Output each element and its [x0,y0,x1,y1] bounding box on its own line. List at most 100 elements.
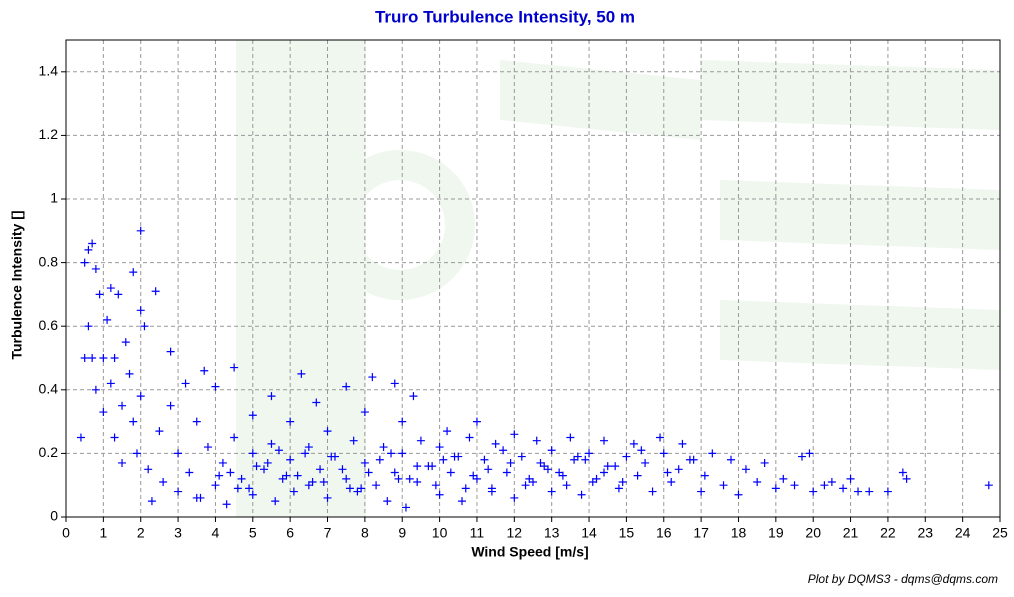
point [884,488,892,496]
point [522,481,530,489]
point [447,468,455,476]
point [182,379,190,387]
x-tick-label: 19 [768,525,784,541]
point [678,440,686,448]
point [77,434,85,442]
x-tick-label: 14 [581,525,597,541]
x-tick-label: 18 [731,525,747,541]
point [140,322,148,330]
point [391,379,399,387]
x-tick-label: 21 [843,525,859,541]
point [174,449,182,457]
point [129,418,137,426]
point [465,434,473,442]
x-tick-label: 1 [99,525,107,541]
point [480,456,488,464]
point [503,468,511,476]
point [376,456,384,464]
x-tick-label: 25 [992,525,1008,541]
x-tick-label: 6 [286,525,294,541]
x-tick-label: 16 [656,525,672,541]
x-tick-label: 0 [62,525,70,541]
point [84,322,92,330]
point [126,370,134,378]
point [137,306,145,314]
x-tick-label: 5 [249,525,257,541]
point [174,488,182,496]
point [637,446,645,454]
x-tick-label: 7 [324,525,332,541]
credit: Plot by DQMS3 - dqms@dqms.com [808,572,998,586]
point [107,284,115,292]
point [398,449,406,457]
point [791,481,799,489]
point [533,437,541,445]
point [510,430,518,438]
points [77,227,993,512]
point [675,465,683,473]
point [566,434,574,442]
x-tick-label: 13 [544,525,560,541]
point [600,437,608,445]
point [395,475,403,483]
point [409,392,417,400]
point [604,462,612,470]
y-tick-label: 0.4 [39,381,59,397]
point [84,246,92,254]
y-tick-label: 1 [50,190,58,206]
point [99,354,107,362]
point [734,491,742,499]
x-tick-label: 15 [619,525,635,541]
point [211,383,219,391]
point [219,459,227,467]
point [88,240,96,248]
point [103,316,111,324]
x-tick-label: 2 [137,525,145,541]
point [585,449,593,457]
y-tick-label: 0.2 [39,444,59,460]
y-axis-label: Turbulence Intensity [] [9,210,25,359]
x-tick-label: 24 [955,525,971,541]
point [720,481,728,489]
y-tick-label: 1.2 [39,126,59,142]
point [129,268,137,276]
point [443,427,451,435]
point [492,440,500,448]
y-tick-label: 0 [50,508,58,524]
point [111,434,119,442]
x-tick-label: 3 [174,525,182,541]
point [761,459,769,467]
point [417,437,425,445]
point [413,478,421,486]
point [413,462,421,470]
x-tick-label: 20 [805,525,821,541]
point [903,475,911,483]
point [380,443,388,451]
point [611,462,619,470]
point [641,459,649,467]
point [727,456,735,464]
point [985,481,993,489]
point [510,494,518,502]
point [686,456,694,464]
point [507,459,515,467]
y-tick-label: 0.6 [39,317,59,333]
point [578,491,586,499]
point [137,227,145,235]
point [152,287,160,295]
point [391,468,399,476]
x-tick-label: 12 [507,525,523,541]
point [193,418,201,426]
point [223,500,231,508]
point [742,465,750,473]
x-tick-label: 8 [361,525,369,541]
x-tick-label: 22 [880,525,896,541]
point [828,478,836,486]
point [772,484,780,492]
point [697,488,705,496]
point [600,468,608,476]
x-tick-label: 9 [398,525,406,541]
point [114,290,122,298]
point [133,449,141,457]
x-axis-label: Wind Speed [m/s] [471,544,588,560]
